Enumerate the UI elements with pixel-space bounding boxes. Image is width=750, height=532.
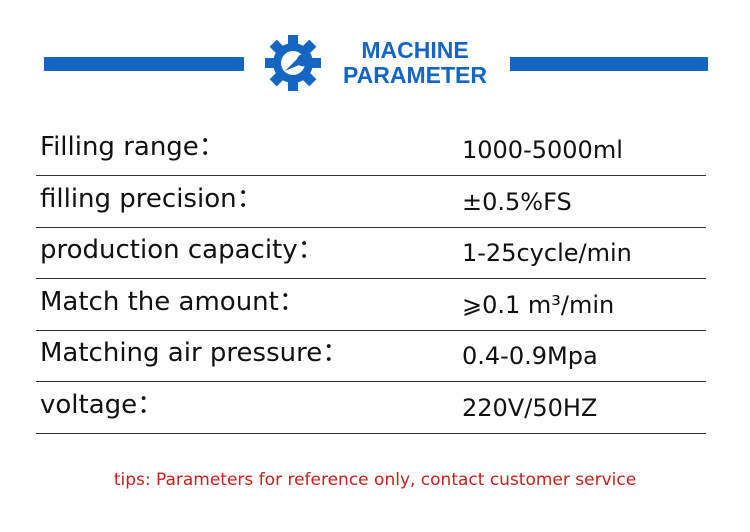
table-row: filling precision： ±0.5%FS xyxy=(36,176,706,228)
param-label: Filling range： xyxy=(40,132,225,162)
tips: tips: Parameters for reference only, con… xyxy=(113,470,637,490)
param-value: ⩾0.1 m³/min xyxy=(462,290,615,319)
header-bar xyxy=(44,57,244,71)
param-value: 0.4-0.9Mpa xyxy=(462,342,598,370)
title: MACHINE PARAMETER xyxy=(330,38,500,88)
param-label: Matching air pressure： xyxy=(40,338,349,368)
table-row: Match the amount： ⩾0.1 m³/min xyxy=(36,279,706,331)
table-row: production capacity： 1-25cycle/min xyxy=(36,227,706,279)
table-row: voltage： 220V/50HZ xyxy=(36,382,706,434)
gear-icon xyxy=(265,35,321,91)
param-value: ±0.5%FS xyxy=(462,187,572,216)
param-value: 1000-5000ml xyxy=(462,136,623,164)
title-line: PARAMETER xyxy=(343,62,487,88)
param-label: production capacity： xyxy=(40,235,324,265)
param-label: voltage： xyxy=(40,389,164,420)
title-line: MACHINE xyxy=(361,37,469,63)
param-label: filling precision： xyxy=(40,183,263,214)
table-row: Filling range： 1000-5000ml xyxy=(36,124,706,176)
table-row: Matching air pressure： 0.4-0.9Mpa xyxy=(36,330,706,382)
header-bar xyxy=(510,57,708,71)
param-value: 1-25cycle/min xyxy=(462,239,632,267)
param-value: 220V/50HZ xyxy=(462,393,598,422)
param-label: Match the amount： xyxy=(40,286,305,317)
